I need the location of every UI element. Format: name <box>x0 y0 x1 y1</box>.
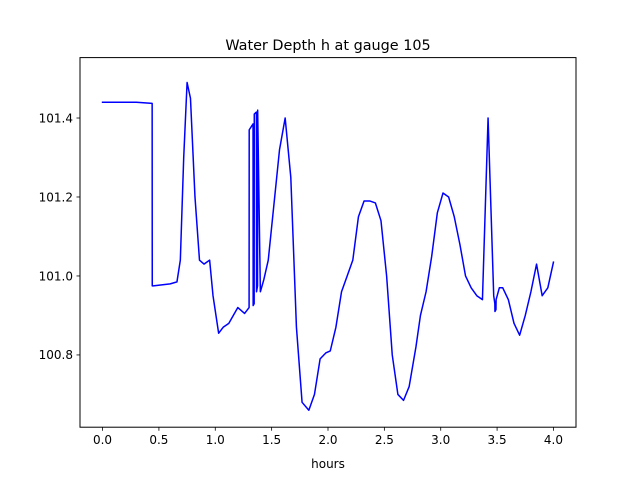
x-tick-label: 2.5 <box>375 433 394 447</box>
series-lines <box>101 81 555 411</box>
y-tick-label: 101.4 <box>39 111 73 125</box>
y-tick-label: 100.8 <box>39 348 73 362</box>
plot-frame <box>79 57 577 428</box>
plot-area <box>80 57 576 428</box>
x-tick-label: 0.0 <box>93 433 112 447</box>
y-tick-label: 101.2 <box>39 190 73 204</box>
x-tick-label: 3.5 <box>488 433 507 447</box>
x-tick-label: 0.5 <box>149 433 168 447</box>
x-tick-label: 2.0 <box>318 433 337 447</box>
series-line <box>101 81 555 411</box>
x-axis-label: hours <box>311 457 345 471</box>
chart-title: Water Depth h at gauge 105 <box>225 38 430 54</box>
x-tick-label: 1.5 <box>262 433 281 447</box>
y-tick-label: 101.0 <box>39 269 73 283</box>
x-tick-label: 3.0 <box>431 433 450 447</box>
x-tick-label: 1.0 <box>206 433 225 447</box>
x-tick-label: 4.0 <box>544 433 563 447</box>
axis-ticks: 0.0 0.5 1.0 1.5 2.0 2.5 3.0 3.5 4.0 100.8 101.0 101… <box>39 111 563 447</box>
